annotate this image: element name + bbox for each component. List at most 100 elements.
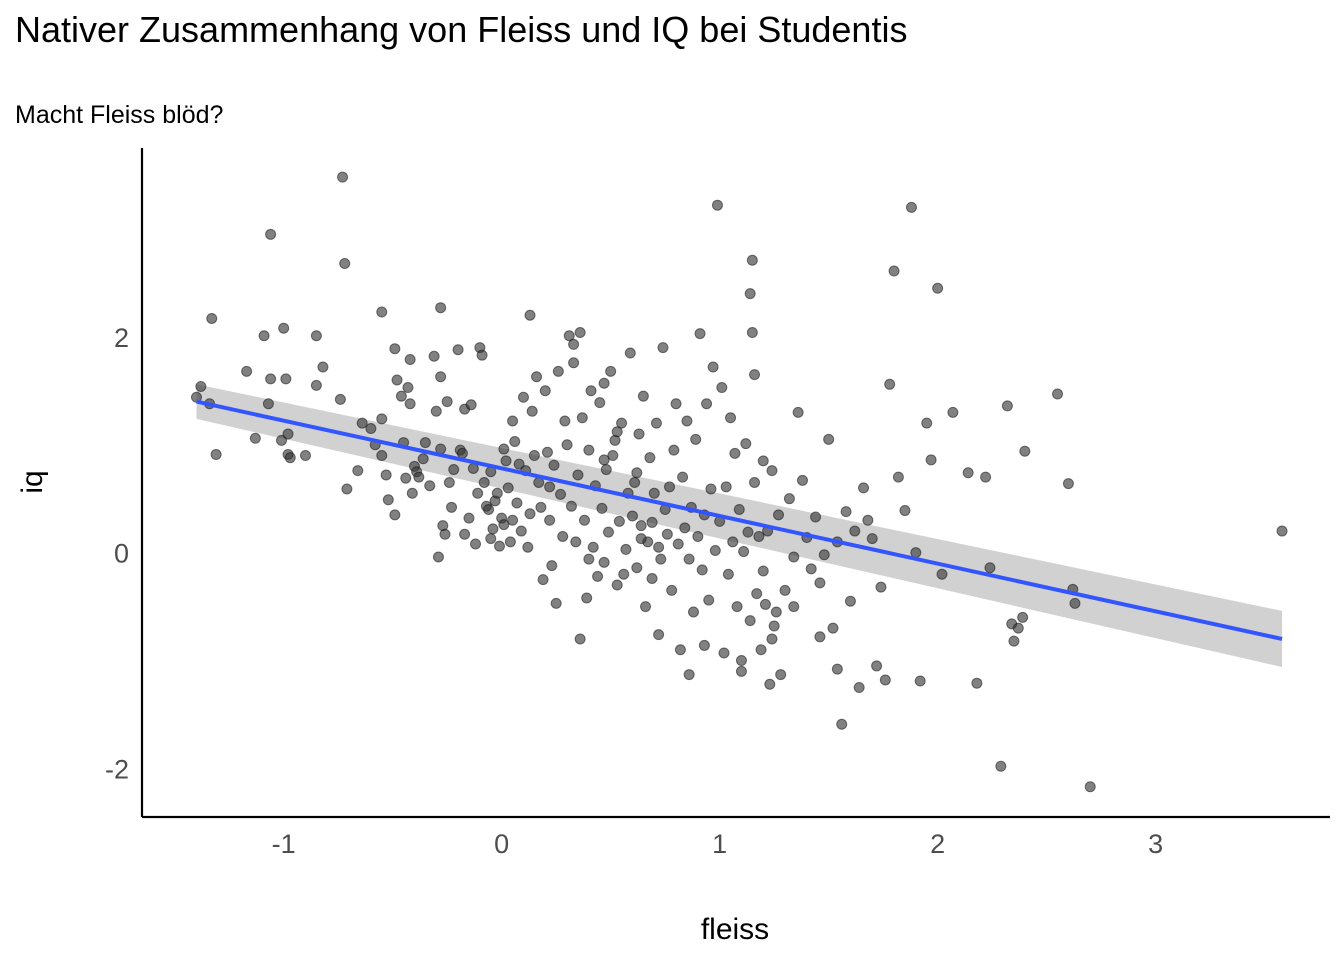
data-point (879, 674, 891, 686)
data-point (735, 665, 747, 677)
data-point (1069, 597, 1081, 609)
data-point (568, 357, 580, 369)
y-tick-label: -2 (105, 754, 129, 784)
data-point (376, 413, 388, 425)
data-point (430, 405, 442, 417)
data-point (757, 565, 769, 577)
data-point (746, 254, 758, 266)
data-point (683, 553, 695, 565)
data-point (504, 536, 516, 548)
data-point (282, 428, 294, 440)
data-point (299, 450, 311, 462)
data-point (587, 541, 599, 553)
data-point (995, 760, 1007, 772)
data-point (749, 369, 761, 381)
data-point (594, 397, 606, 409)
data-point (535, 501, 547, 513)
data-point (210, 448, 222, 460)
data-point (729, 447, 741, 459)
data-point (620, 543, 632, 555)
data-point (984, 562, 996, 574)
data-point (626, 510, 638, 522)
y-tick-label: 2 (114, 323, 129, 353)
data-point (629, 477, 641, 488)
data-point (581, 592, 593, 604)
x-tick-label: -1 (272, 829, 296, 859)
data-point (550, 597, 562, 609)
data-point (446, 501, 458, 513)
data-point (376, 450, 388, 462)
data-point (766, 465, 778, 477)
data-point (459, 528, 471, 540)
data-point (749, 477, 761, 488)
data-point (472, 487, 484, 499)
data-point (698, 639, 710, 651)
data-point (858, 482, 870, 494)
data-point (476, 349, 488, 361)
data-point (844, 595, 856, 607)
data-point (402, 382, 414, 394)
data-point (592, 570, 604, 582)
data-point (731, 601, 743, 613)
data-point (607, 450, 619, 462)
data-point (389, 343, 401, 355)
data-point (341, 483, 353, 495)
data-point (583, 444, 595, 456)
data-point (792, 406, 804, 418)
data-point (759, 598, 771, 610)
data-point (862, 514, 874, 526)
data-point (775, 669, 787, 681)
data-point (382, 494, 394, 506)
data-point (914, 675, 926, 687)
data-point (598, 556, 610, 568)
data-point (648, 487, 660, 499)
data-point (435, 302, 447, 314)
data-point (602, 526, 614, 538)
data-point (441, 396, 453, 408)
data-point (417, 453, 429, 465)
data-point (1052, 388, 1064, 400)
data-point (1062, 478, 1074, 490)
data-point (823, 433, 835, 445)
data-point (500, 455, 512, 467)
data-point (511, 497, 523, 509)
data-point (570, 536, 582, 548)
data-point (814, 577, 826, 589)
data-point (814, 631, 826, 643)
data-point (657, 342, 669, 354)
data-point (692, 530, 704, 542)
data-point (491, 487, 503, 499)
data-point (515, 525, 527, 537)
data-point (537, 574, 549, 586)
data-point (280, 373, 292, 385)
data-point (1019, 445, 1031, 457)
data-point (827, 622, 839, 634)
data-point (925, 454, 937, 466)
data-point (810, 511, 822, 523)
data-point (493, 540, 505, 552)
data-point (376, 306, 388, 318)
data-point (709, 544, 721, 556)
data-point (744, 615, 756, 627)
data-point (633, 428, 645, 440)
data-point (653, 541, 665, 553)
x-tick-labels: -1 0 1 2 3 (272, 829, 1163, 859)
data-point (435, 371, 447, 383)
data-point (541, 446, 553, 458)
data-point (932, 282, 944, 294)
data-point (947, 406, 959, 418)
data-point (596, 502, 608, 514)
data-point (470, 538, 482, 550)
chart-subtitle: Macht Fleiss blöd? (15, 101, 224, 129)
data-point (764, 678, 776, 690)
data-point (539, 385, 551, 397)
data-point (738, 546, 750, 558)
data-point (679, 522, 691, 534)
data-point (757, 455, 769, 467)
data-point (646, 516, 658, 528)
data-point (605, 365, 617, 377)
data-point (980, 471, 992, 483)
data-point (1008, 635, 1020, 647)
chart-title: Nativer Zusammenhang von Fleiss und IQ b… (15, 9, 908, 50)
